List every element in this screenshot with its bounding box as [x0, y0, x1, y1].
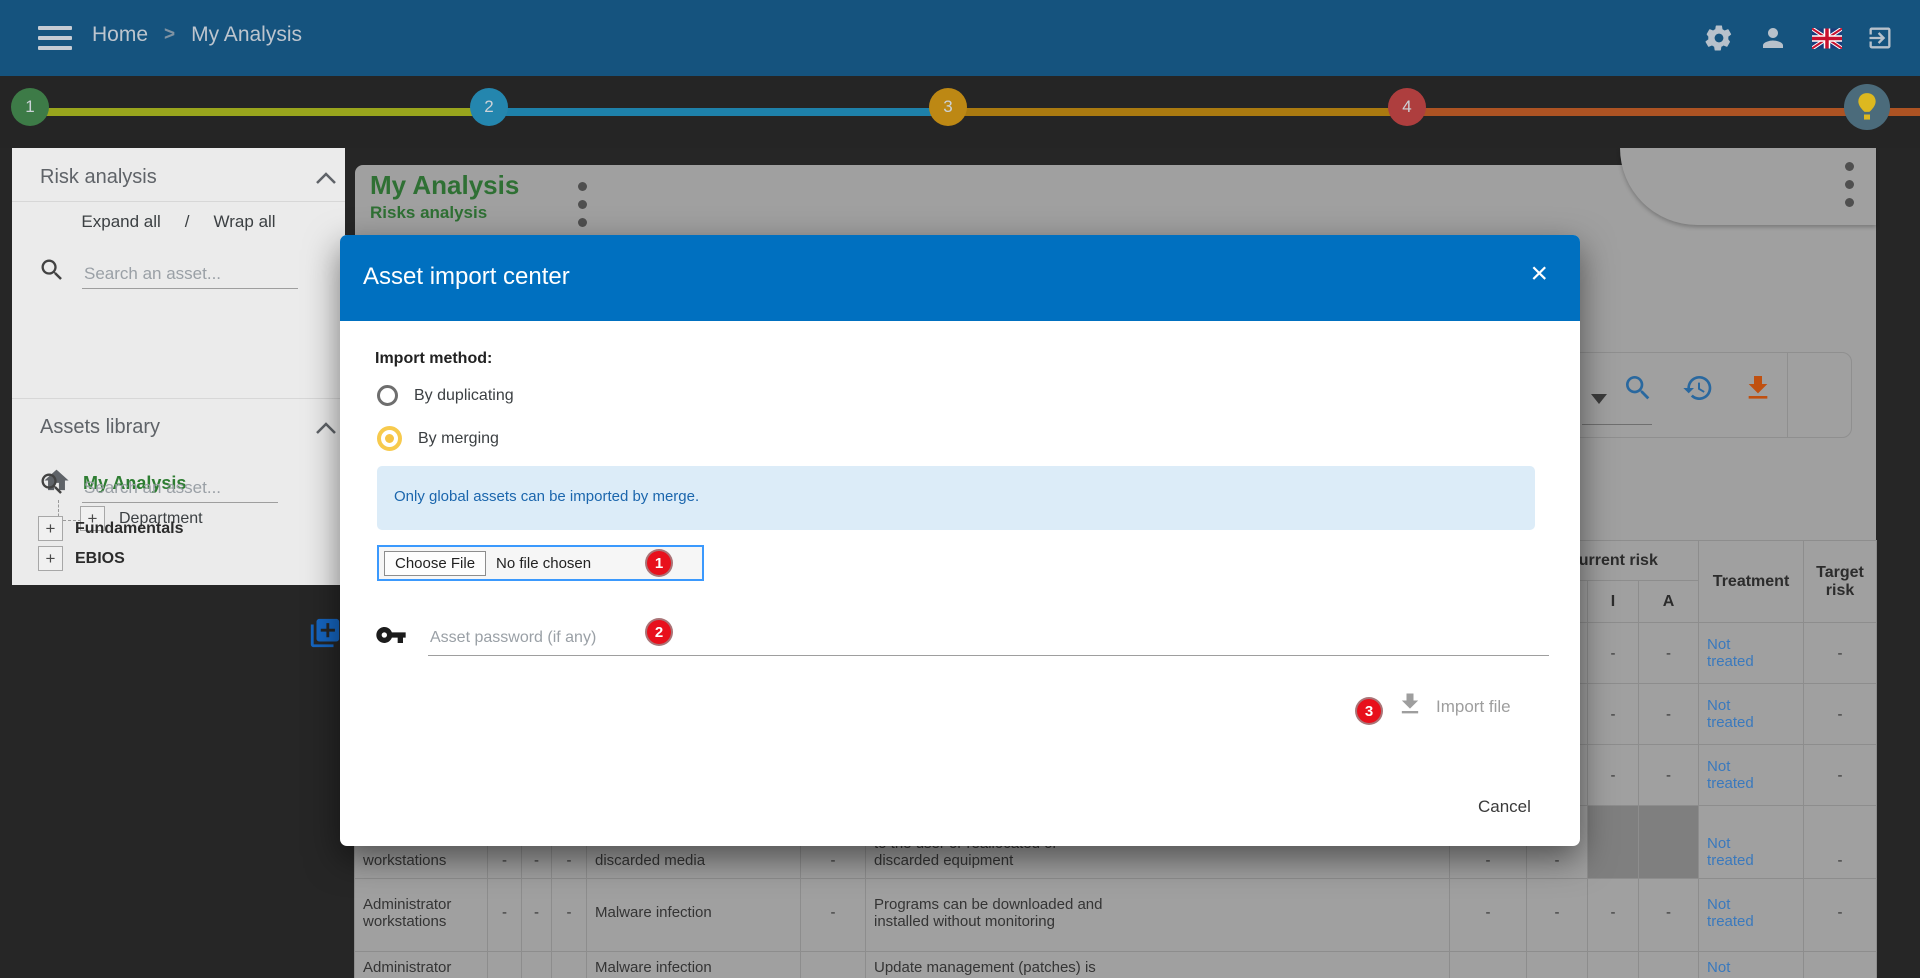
divider [12, 398, 345, 399]
balloon-logo[interactable] [1844, 84, 1890, 130]
dialog-header: Asset import center × [340, 235, 1580, 321]
cancel-button[interactable]: Cancel [1478, 797, 1531, 816]
treatment-header: Treatment [1698, 540, 1805, 623]
assets-library-section-title: Assets library [40, 416, 161, 438]
toolbar-divider [1787, 352, 1788, 438]
breadcrumb: Home > My Analysis [92, 23, 302, 47]
divider [12, 201, 345, 202]
top-right-kebab-menu-icon[interactable] [1845, 162, 1854, 207]
top-right-card [1620, 148, 1876, 225]
download-icon [1396, 690, 1424, 723]
gear-icon[interactable] [1704, 23, 1734, 53]
radio-by-duplicating[interactable]: By duplicating [377, 385, 514, 406]
breadcrumb-current[interactable]: My Analysis [191, 23, 303, 46]
stepper-segment-3 [948, 108, 1407, 116]
breadcrumb-home[interactable]: Home [92, 23, 149, 46]
radio-on-icon[interactable] [377, 426, 402, 451]
title-kebab-menu-icon[interactable] [578, 182, 587, 227]
search-icon [38, 470, 66, 503]
tree-connector [58, 500, 81, 521]
chevron-up-icon[interactable] [314, 420, 338, 441]
department-label[interactable]: Department [119, 509, 203, 527]
page-subtitle: Risks analysis [370, 203, 488, 222]
library-search [38, 470, 278, 503]
annotation-badge-1: 1 [645, 549, 673, 577]
person-icon[interactable] [1758, 23, 1788, 53]
annotation-badge-2: 2 [645, 618, 673, 646]
choose-file-button[interactable]: Choose File [384, 550, 487, 576]
merge-info-box: Only global assets can be imported by me… [377, 466, 1535, 530]
import-file-button[interactable]: Import file [1396, 690, 1511, 723]
search-icon [38, 256, 66, 289]
merge-info-text: Only global assets can be imported by me… [394, 488, 700, 505]
chevron-right-icon: > [164, 24, 176, 45]
treatment-link[interactable]: Not treated [1707, 636, 1754, 670]
table-row: Administrator Malware infection Update m… [354, 951, 1878, 978]
import-method-label: Import method: [375, 350, 493, 367]
treatment-link[interactable]: Not treated [1707, 895, 1754, 930]
tree-controls: Expand all / Wrap all [12, 212, 345, 232]
expand-toggle[interactable]: + [38, 516, 63, 541]
risk-search-input[interactable] [82, 260, 298, 289]
step-4[interactable]: 4 [1388, 88, 1426, 126]
treatment-link[interactable]: Not treated [1707, 697, 1754, 731]
step-3[interactable]: 3 [929, 88, 967, 126]
asset-password-input[interactable] [428, 625, 1549, 656]
library-search-input[interactable] [82, 474, 278, 503]
sidebar: Risk analysis Expand all / Wrap all My A… [12, 148, 345, 648]
stepper-segment-2 [489, 108, 948, 116]
stepper-segment-4 [1407, 108, 1920, 116]
top-navbar: Home > My Analysis [0, 0, 1920, 76]
library-item-ebios: + EBIOS [38, 546, 125, 571]
wizard-stepper: 1 2 3 4 [0, 76, 1920, 148]
expand-all-link[interactable]: Expand all [81, 212, 161, 231]
history-icon[interactable] [1682, 372, 1714, 409]
exit-icon[interactable] [1866, 24, 1894, 52]
expand-toggle[interactable]: + [80, 506, 105, 531]
target-risk-header: Target risk [1803, 540, 1878, 623]
annotation-badge-3: 3 [1355, 697, 1383, 725]
col-a-header: A [1637, 580, 1700, 623]
table-row: Administrator workstations - - - Malware… [354, 878, 1878, 952]
filter-select-underline [1582, 424, 1652, 425]
no-file-chosen-label: No file chosen [496, 554, 592, 572]
wrap-all-link[interactable]: Wrap all [213, 212, 276, 231]
risk-analysis-section-title: Risk analysis [40, 166, 157, 188]
selected-cell[interactable] [1587, 805, 1639, 879]
expand-toggle[interactable]: + [38, 546, 63, 571]
tree-item-department: + Department [80, 506, 203, 531]
chevron-up-icon[interactable] [314, 170, 338, 191]
uk-flag-icon[interactable] [1812, 27, 1842, 49]
download-icon[interactable] [1742, 372, 1774, 409]
hamburger-icon[interactable] [38, 26, 72, 50]
library-add-icon[interactable] [308, 616, 342, 655]
treatment-link[interactable]: Not treated [1707, 835, 1754, 869]
dialog-title: Asset import center [363, 263, 570, 290]
step-2[interactable]: 2 [470, 88, 508, 126]
filter-select-caret-icon[interactable] [1591, 394, 1607, 404]
page-title: My Analysis [370, 170, 520, 200]
stepper-segment-1 [30, 108, 489, 116]
step-1[interactable]: 1 [11, 88, 49, 126]
risk-search [38, 256, 298, 289]
asset-import-dialog: Asset import center × Import method: By … [340, 235, 1580, 846]
radio-off-icon[interactable] [377, 385, 398, 406]
treatment-link[interactable]: Not treated [1707, 758, 1754, 792]
col-i-header: I [1587, 580, 1639, 623]
library-item-fundamentals: + Fundamentals [38, 516, 183, 541]
search-icon[interactable] [1622, 372, 1654, 409]
selected-cell[interactable] [1637, 805, 1700, 879]
close-icon[interactable]: × [1530, 257, 1548, 290]
treatment-link[interactable]: Not treated [1707, 959, 1754, 978]
slash-separator: / [184, 212, 190, 231]
key-icon [375, 619, 407, 656]
radio-by-merging[interactable]: By merging [377, 426, 499, 451]
